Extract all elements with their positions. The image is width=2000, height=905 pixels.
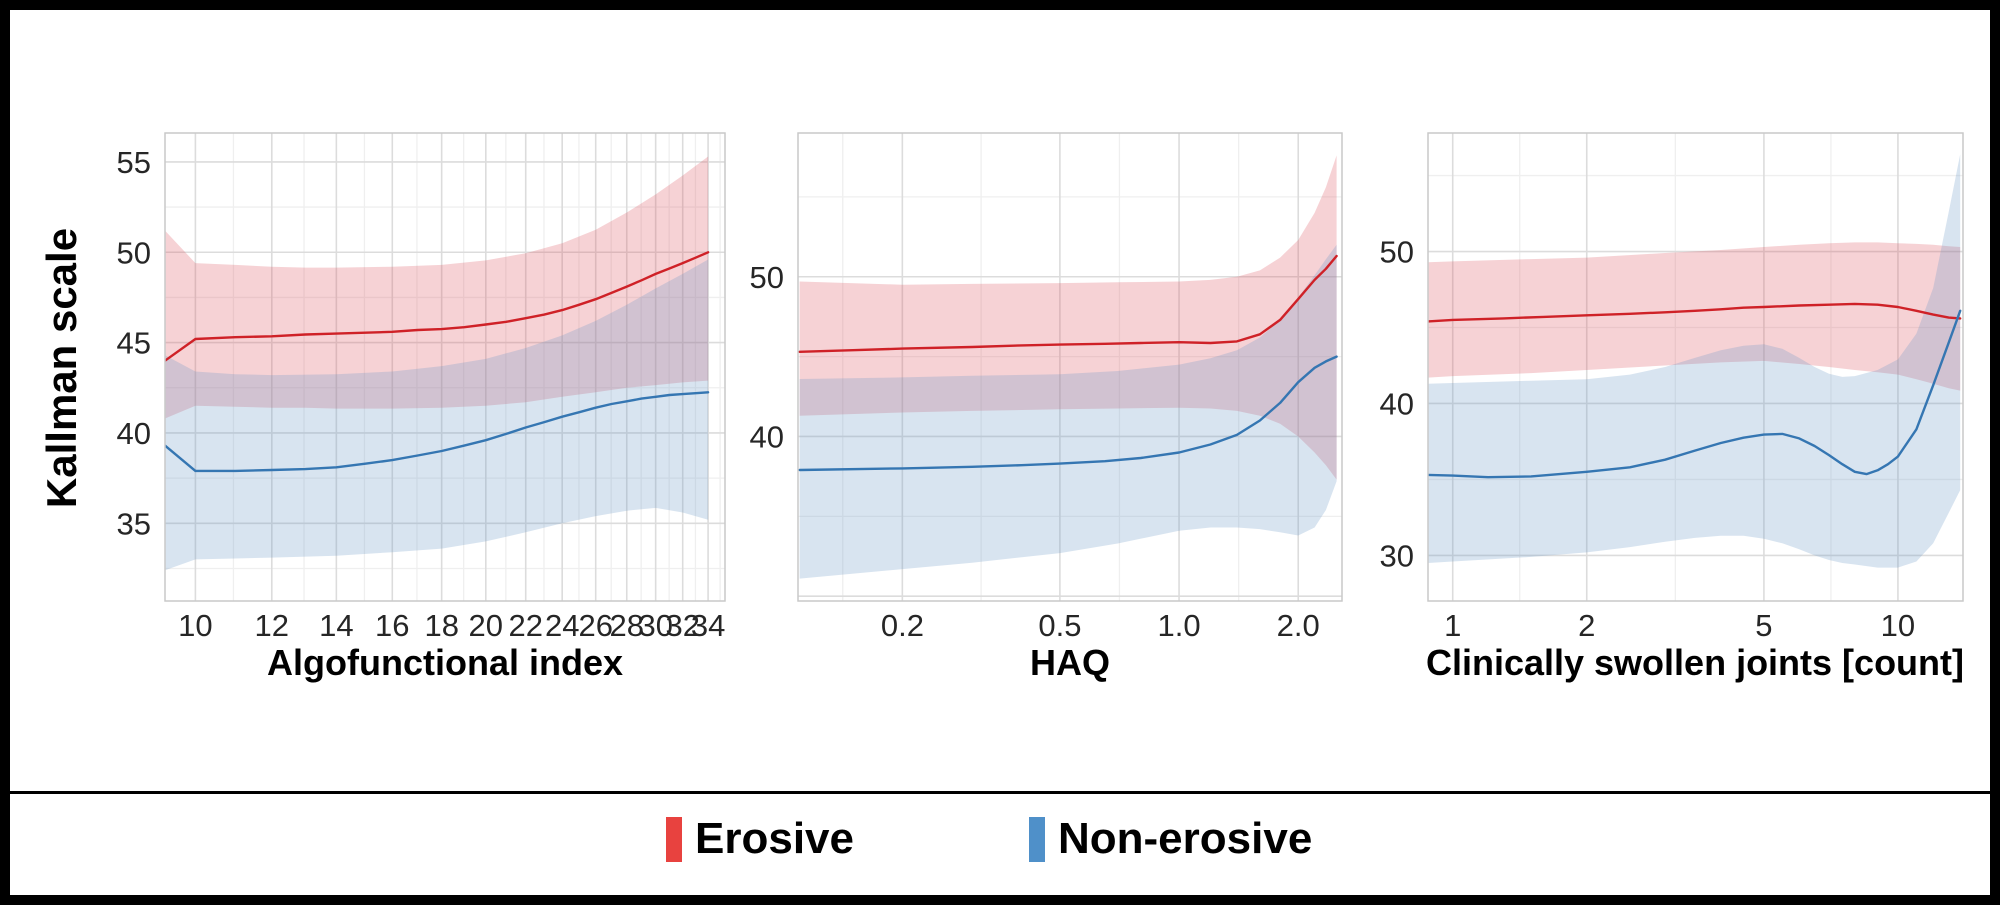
svg-text:34: 34 [691, 608, 725, 643]
svg-text:30: 30 [638, 608, 672, 643]
svg-text:2: 2 [1578, 608, 1595, 643]
svg-text:1.0: 1.0 [1158, 608, 1201, 643]
x-axis-title-algofunctional-index: Algofunctional index [267, 642, 623, 683]
svg-text:12: 12 [255, 608, 289, 643]
svg-text:1: 1 [1444, 608, 1461, 643]
legend-separator-line [10, 791, 1990, 794]
x-axis-title-haq: HAQ [1030, 642, 1110, 683]
legend-item-erosive: Erosive [666, 815, 854, 863]
svg-text:32: 32 [665, 608, 699, 643]
svg-text:0.2: 0.2 [881, 608, 924, 643]
svg-text:30: 30 [1380, 538, 1414, 573]
svg-text:40: 40 [750, 420, 784, 455]
svg-text:24: 24 [545, 608, 579, 643]
legend-swatch-erosive-icon [666, 816, 682, 862]
svg-text:10: 10 [1881, 608, 1915, 643]
svg-text:50: 50 [1380, 235, 1414, 270]
legend-label-non-erosive: Non-erosive [1058, 814, 1313, 863]
svg-text:40: 40 [1380, 387, 1414, 422]
x-axis-title-clinically-swollen-joints: Clinically swollen joints [count] [1425, 642, 1965, 683]
figure-background [10, 10, 1990, 895]
svg-text:40: 40 [117, 416, 151, 451]
svg-text:35: 35 [117, 506, 151, 541]
svg-text:50: 50 [750, 260, 784, 295]
legend-label-erosive: Erosive [695, 814, 854, 863]
svg-text:22: 22 [508, 608, 542, 643]
svg-text:28: 28 [610, 608, 644, 643]
svg-text:2.0: 2.0 [1277, 608, 1320, 643]
svg-text:55: 55 [117, 145, 151, 180]
svg-text:18: 18 [424, 608, 458, 643]
svg-text:10: 10 [178, 608, 212, 643]
legend-item-non-erosive: Non-erosive [1029, 815, 1312, 863]
svg-text:5: 5 [1755, 608, 1772, 643]
svg-text:45: 45 [117, 326, 151, 361]
svg-text:14: 14 [319, 608, 353, 643]
svg-text:0.5: 0.5 [1038, 608, 1081, 643]
y-axis-title: Kallman scale [38, 227, 85, 509]
svg-text:20: 20 [469, 608, 503, 643]
legend-swatch-non-erosive-icon [1029, 816, 1045, 862]
svg-text:26: 26 [578, 608, 612, 643]
svg-text:50: 50 [117, 235, 151, 270]
svg-text:16: 16 [375, 608, 409, 643]
